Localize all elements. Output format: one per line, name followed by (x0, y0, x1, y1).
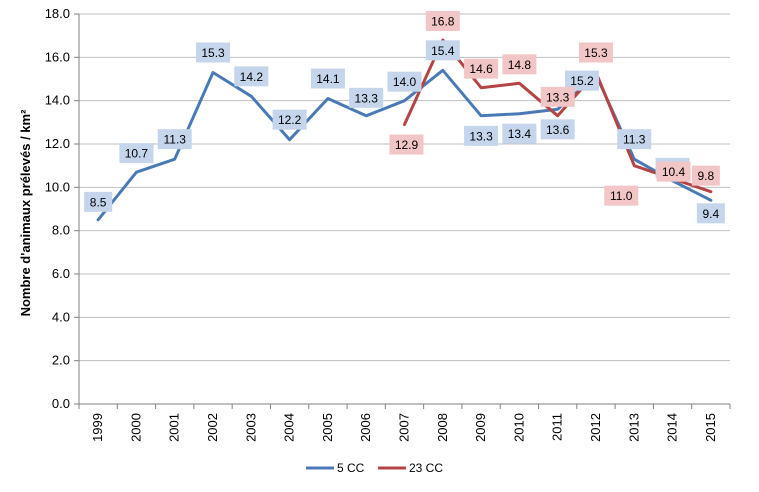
data-label: 11.3 (623, 133, 646, 147)
data-label: 13.3 (546, 90, 570, 104)
y-tick-label: 8.0 (52, 223, 70, 238)
legend: 5 CC 23 CC (306, 461, 443, 475)
y-tick-label: 12.0 (45, 136, 70, 151)
data-label-box (696, 203, 725, 224)
data-label-box (389, 134, 424, 155)
x-tick-label: 2002 (205, 413, 220, 442)
data-label-box (425, 11, 460, 31)
data-label: 11.0 (610, 189, 633, 203)
data-label-box (272, 109, 307, 130)
data-label-box (564, 70, 599, 91)
data-label: 10.7 (125, 147, 149, 161)
data-label-box (502, 123, 537, 144)
y-axis-label: Nombre d'animaux prélevés / km² (18, 109, 33, 317)
data-label-box (691, 165, 720, 186)
y-tick-label: 2.0 (52, 353, 70, 368)
x-tick-label: 2011 (550, 413, 565, 441)
data-label: 15.3 (201, 46, 225, 60)
data-label: 10.4 (662, 165, 686, 179)
x-tick-label: 2008 (435, 413, 450, 442)
legend-label: 5 CC (337, 461, 365, 475)
data-label: 11.3 (164, 133, 187, 147)
data-label-box (540, 86, 575, 107)
x-tick-label: 2009 (473, 413, 488, 442)
x-tick-label: 2001 (167, 413, 182, 442)
y-tick-label: 18.0 (45, 6, 70, 21)
x-tick-label: 1999 (90, 413, 105, 442)
data-label-box (119, 143, 154, 164)
data-label-box (464, 125, 499, 146)
data-label: 8.5 (90, 195, 107, 209)
x-tick-label: 2015 (703, 413, 718, 442)
y-tick-label: 0.0 (52, 396, 70, 411)
data-label-box (310, 68, 345, 89)
y-tick-label: 14.0 (45, 93, 70, 108)
x-tick-label: 2014 (665, 413, 680, 442)
data-label-box (425, 40, 460, 61)
data-labels: 8.5 10.7 11.3 15.3 14.2 12.2 14.1 13.3 14.0 15.4 1… (84, 11, 725, 224)
data-label: 16.8 (431, 15, 455, 29)
data-label-box (656, 161, 691, 182)
x-tick-label: 2013 (626, 413, 641, 442)
data-label: 14.0 (393, 75, 417, 89)
x-tick-label: 2003 (243, 413, 258, 442)
x-tick-label: 2000 (128, 413, 143, 442)
x-tick-label: 2004 (282, 413, 297, 442)
data-label: 15.3 (584, 46, 608, 60)
x-tick-label: 2005 (320, 413, 335, 442)
data-label: 14.2 (240, 70, 264, 84)
x-tick-labels: 1999 2000 2001 2002 2003 2004 2005 2006 2007 2008… (90, 413, 718, 442)
data-label: 13.3 (355, 91, 379, 105)
y-tick-label: 4.0 (52, 309, 70, 324)
y-tick-label: 6.0 (52, 266, 70, 281)
data-label: 15.4 (431, 44, 455, 58)
data-label: 12.2 (278, 113, 302, 127)
data-label-box (617, 129, 652, 150)
y-tick-label: 10.0 (45, 179, 70, 194)
data-label-box (84, 191, 113, 212)
y-tick-labels: 0.0 2.0 4.0 6.0 8.0 10.0 12.0 14.0 16.0 18.0 (45, 6, 70, 411)
data-label: 13.4 (508, 127, 532, 141)
x-tick-label: 2010 (511, 413, 526, 442)
data-label-box (387, 71, 422, 92)
data-label-box (578, 42, 613, 63)
data-label: 14.1 (316, 72, 340, 86)
data-label: 14.8 (508, 58, 532, 72)
data-label-box (540, 119, 575, 140)
data-label: 13.6 (546, 123, 570, 137)
x-tick-label: 2012 (588, 413, 603, 442)
data-label-box (604, 185, 639, 206)
legend-label: 23 CC (409, 461, 443, 475)
x-tick-label: 2006 (358, 413, 373, 442)
axes (74, 13, 731, 409)
data-label: 15.2 (570, 74, 594, 88)
data-label: 9.8 (698, 169, 715, 183)
data-label-box (234, 66, 269, 87)
data-label-box (349, 87, 384, 108)
data-label: 13.3 (469, 129, 493, 143)
x-tick-label: 2007 (397, 413, 412, 442)
y-tick-label: 16.0 (45, 49, 70, 64)
data-label-box (157, 129, 192, 150)
data-label: 9.4 (703, 207, 720, 221)
data-label: 12.9 (395, 138, 419, 152)
data-label-box (502, 54, 537, 75)
data-label: 14.6 (469, 62, 493, 76)
data-label-box (464, 58, 499, 79)
data-label-box (196, 42, 231, 63)
